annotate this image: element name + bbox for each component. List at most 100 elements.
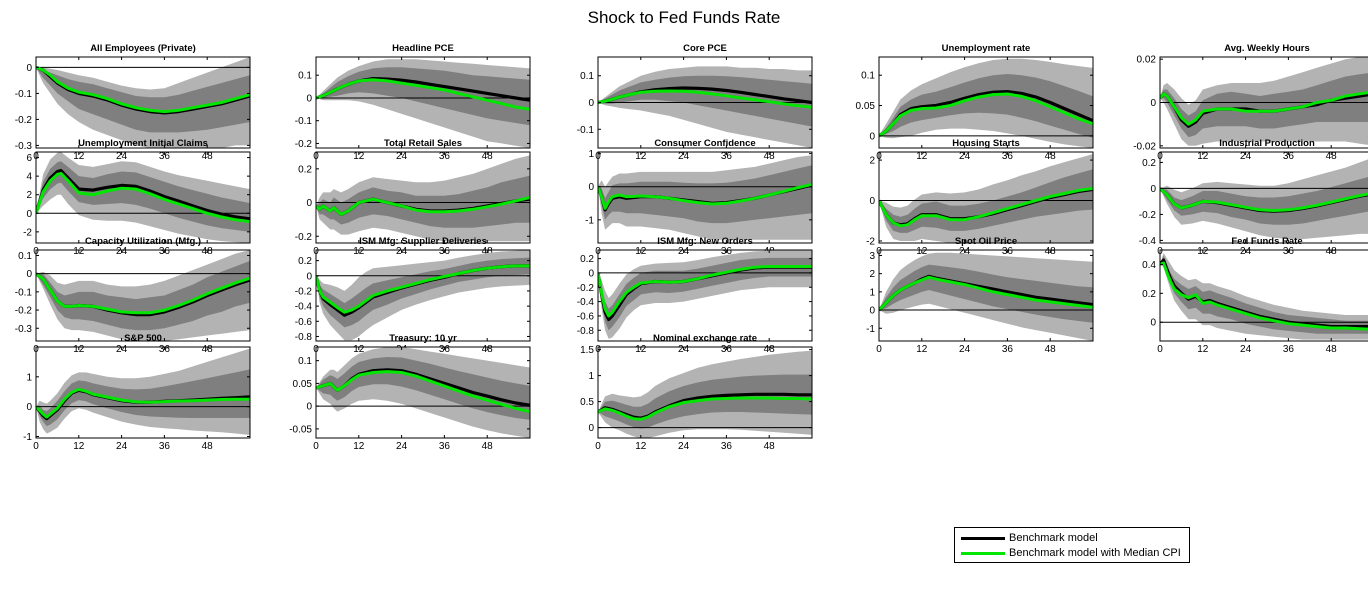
y-tick-label: 0 xyxy=(869,196,875,207)
x-tick-label: 24 xyxy=(678,151,690,162)
confidence-band-inner xyxy=(879,74,1093,138)
irf-panel-13: ISM Mfg: New Orders0122436480.20-0.2-0.4… xyxy=(577,236,813,355)
y-tick-label: 0.1 xyxy=(861,71,875,82)
y-tick-label: 3 xyxy=(869,251,875,262)
panel-frame xyxy=(878,151,1094,244)
x-tick-label: 0 xyxy=(876,344,882,355)
y-tick-label: 6 xyxy=(26,153,32,164)
confidence-band-inner xyxy=(316,257,530,328)
confidence-band-inner xyxy=(316,175,530,228)
y-tick-label: -0.1 xyxy=(15,89,33,100)
panel-frame xyxy=(878,56,1094,149)
series-line-median-cpi xyxy=(598,89,812,109)
panel-plot-area xyxy=(316,155,530,242)
panel-plot-area xyxy=(598,250,812,339)
y-tick-label: -1 xyxy=(585,215,594,226)
panel-plot-area xyxy=(316,59,530,148)
confidence-band-inner xyxy=(36,260,250,331)
panel-frame xyxy=(35,151,251,244)
confidence-band-inner xyxy=(598,75,812,127)
y-tick-label: 0.05 xyxy=(293,379,313,390)
legend-label-benchmark: Benchmark model xyxy=(1009,532,1098,544)
irf-panel-15: Fed Funds Rate 0 12 24 36 48 0.4 0.2 0 xyxy=(1142,236,1368,355)
series-line-median-cpi xyxy=(598,265,812,318)
panel-plot-area xyxy=(36,250,250,341)
y-tick-label: 0 xyxy=(588,423,594,434)
series-line-median-cpi xyxy=(36,272,250,315)
x-tick-label: 0 xyxy=(33,441,39,452)
confidence-band-inner xyxy=(598,257,812,331)
x-tick-label: 36 xyxy=(439,151,451,162)
legend: Benchmark model Benchmark model with Med… xyxy=(954,527,1190,563)
x-tick-label: 48 xyxy=(482,151,494,162)
panel-plot-area xyxy=(598,155,812,240)
series-line-median-cpi xyxy=(1160,91,1368,126)
y-tick-label: 0.02 xyxy=(1137,55,1157,66)
irf-panel-11: Capacity Utilization (Mfg.)0122436480.10… xyxy=(15,236,251,355)
panel-frame xyxy=(315,249,531,342)
panel-frame xyxy=(35,249,251,342)
y-tick-label: 1.5 xyxy=(580,345,594,356)
panel-title: All Employees (Private) xyxy=(90,43,196,54)
series-line-median-cpi xyxy=(316,196,530,216)
legend-swatch-median-cpi xyxy=(961,551,1005,555)
x-tick-label: 48 xyxy=(202,151,214,162)
x-tick-label: 12 xyxy=(353,151,365,162)
x-tick-label: 36 xyxy=(439,441,451,452)
panel-title: Headline PCE xyxy=(392,43,454,54)
panel-frame xyxy=(35,346,251,439)
panel-plot-area xyxy=(879,252,1093,341)
y-tick-label: -0.2 xyxy=(577,283,595,294)
y-tick-label: 2 xyxy=(869,269,875,280)
x-tick-label: 24 xyxy=(396,441,408,452)
confidence-band-inner xyxy=(316,67,530,126)
y-tick-label: 0 xyxy=(306,402,312,413)
panel-plot-area xyxy=(1160,252,1368,340)
y-tick-label: -0.8 xyxy=(577,326,595,337)
y-tick-label: -0.2 xyxy=(15,306,33,317)
y-tick-label: 0.05 xyxy=(856,101,876,112)
y-tick-label: -0.4 xyxy=(1139,236,1157,247)
x-tick-label: 12 xyxy=(73,441,85,452)
series-line-median-cpi xyxy=(879,92,1093,138)
y-tick-label: -0.8 xyxy=(295,332,313,343)
y-tick-label: 0 xyxy=(26,402,32,413)
confidence-band-inner xyxy=(598,165,812,224)
y-tick-label: 0 xyxy=(869,306,875,317)
panel-plot-area xyxy=(598,350,812,438)
y-tick-label: 2 xyxy=(26,190,32,201)
x-tick-label: 36 xyxy=(1002,344,1014,355)
x-tick-label: 24 xyxy=(959,344,971,355)
confidence-band-inner xyxy=(1160,73,1368,138)
panel-title: ISM Mfg: New Orders xyxy=(657,236,753,247)
y-tick-label: -0.1 xyxy=(577,125,595,136)
panel-plot-area xyxy=(1160,159,1368,240)
x-tick-label: 48 xyxy=(1045,151,1057,162)
y-tick-label: 0 xyxy=(26,209,32,220)
y-tick-label: -0.2 xyxy=(1139,210,1157,221)
x-tick-label: 12 xyxy=(73,151,85,162)
y-tick-label: 0 xyxy=(1150,318,1156,329)
y-tick-label: 0 xyxy=(26,269,32,280)
x-tick-label: 24 xyxy=(959,151,971,162)
x-tick-label: 12 xyxy=(1197,344,1209,355)
series-line-median-cpi xyxy=(36,171,250,224)
panel-frame xyxy=(35,56,251,149)
y-tick-label: 0 xyxy=(26,63,32,74)
x-tick-label: 12 xyxy=(635,151,647,162)
y-tick-label: -0.05 xyxy=(289,424,312,435)
panel-title: S&P 500 xyxy=(124,333,162,344)
panel-title: Consumer Confidence xyxy=(654,138,755,149)
panel-plot-area xyxy=(879,154,1093,243)
panel-title: Industrial Production xyxy=(1219,138,1315,149)
y-tick-label: 0 xyxy=(306,271,312,282)
y-tick-label: 0.2 xyxy=(580,254,594,265)
panel-plot-area xyxy=(36,57,250,148)
panel-plot-area xyxy=(36,348,250,435)
panel-plot-area xyxy=(1160,57,1368,146)
y-tick-label: 0.4 xyxy=(1142,260,1156,271)
irf-panel-18: Nominal exchange rate 0 12 24 36 48 1.5 1 0.5 0 xyxy=(580,333,813,452)
y-tick-label: 2 xyxy=(869,156,875,167)
